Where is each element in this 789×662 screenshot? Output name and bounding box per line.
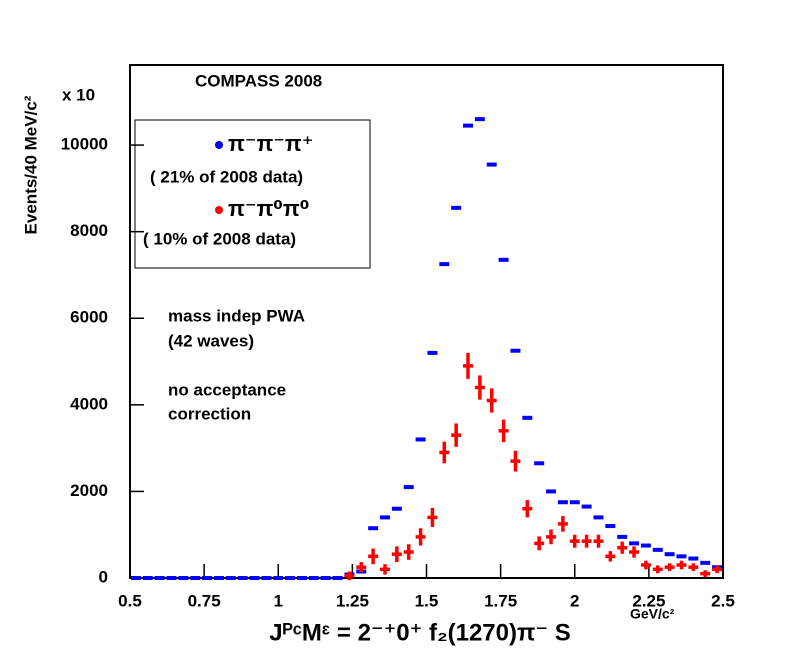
x-tick-label: 2 [570, 591, 579, 610]
data-point [617, 534, 628, 539]
data-point [546, 489, 557, 494]
annotation: correction [168, 404, 251, 423]
legend-marker [215, 206, 223, 214]
x-tick-label: 2.5 [711, 591, 735, 610]
data-point [463, 123, 473, 128]
y-tick-label: 6000 [70, 308, 108, 327]
data-point [486, 162, 497, 167]
legend-box [134, 119, 371, 269]
x-tick-label: 1.25 [336, 591, 369, 610]
data-point [700, 560, 711, 565]
data-point [415, 437, 426, 442]
x-tick-label: 1 [274, 591, 283, 610]
y-multiplier: x 10 [62, 85, 95, 104]
x-tick-label: 2.25 [632, 591, 665, 610]
data-point [640, 543, 651, 548]
legend-label: π⁻π⁻π⁺ [228, 131, 313, 156]
data-point [605, 524, 616, 529]
data-point [427, 350, 438, 355]
data-point [557, 500, 568, 505]
annotation: mass indep PWA [168, 306, 305, 325]
data-point [308, 576, 319, 580]
x-tick-label: 1.5 [415, 591, 439, 610]
data-point [664, 552, 675, 557]
data-point [534, 461, 545, 466]
data-point [166, 576, 177, 580]
data-point [142, 576, 153, 580]
annotation: no acceptance [168, 380, 286, 399]
data-point [391, 506, 402, 511]
y-axis-label: Events/40 MeV/c² [21, 95, 40, 234]
data-point [688, 556, 699, 561]
data-point [261, 576, 272, 580]
x-axis-label: JᴾᶜMᵋ = 2⁻⁺0⁺ f₂(1270)π⁻ S [269, 619, 570, 646]
data-point [130, 576, 141, 580]
y-tick-label: 8000 [70, 221, 108, 240]
data-point [439, 262, 450, 267]
data-point [569, 500, 580, 505]
legend-note: ( 10% of 2008 data) [143, 229, 296, 248]
y-tick-label: 4000 [70, 394, 108, 413]
annotation: (42 waves) [168, 331, 254, 350]
data-point [403, 485, 414, 490]
x-axis-unit: GeV/c² [630, 606, 675, 622]
data-point [522, 415, 533, 420]
data-point [676, 554, 687, 559]
chart-title: COMPASS 2008 [195, 71, 322, 90]
x-tick-label: 1.75 [484, 591, 517, 610]
data-point [451, 205, 462, 210]
legend-note: ( 21% of 2008 data) [150, 167, 303, 186]
data-point [320, 576, 331, 580]
y-tick-label: 2000 [70, 481, 108, 500]
data-point [213, 576, 224, 580]
y-tick-label: 0 [99, 567, 108, 586]
x-tick-label: 0.75 [188, 591, 221, 610]
data-point [249, 576, 260, 580]
data-point [368, 526, 379, 531]
data-point [178, 576, 189, 580]
data-point [296, 576, 307, 580]
data-point [225, 576, 236, 580]
data-point [332, 576, 343, 580]
data-point [285, 576, 296, 580]
legend-label: π⁻π⁰π⁰ [228, 196, 309, 221]
x-tick-label: 0.5 [118, 591, 142, 610]
data-point [593, 515, 604, 520]
data-point [629, 541, 640, 546]
y-tick-label: 10000 [61, 135, 108, 154]
data-point [190, 576, 201, 580]
legend-marker [215, 141, 223, 149]
data-point [202, 576, 213, 580]
data-point [380, 515, 390, 520]
data-point [652, 547, 663, 552]
data-point [474, 117, 485, 122]
data-point [154, 576, 165, 580]
data-point [498, 257, 509, 262]
data-point [581, 504, 592, 509]
data-point [237, 576, 248, 580]
data-point [273, 576, 284, 580]
data-point [510, 348, 521, 353]
